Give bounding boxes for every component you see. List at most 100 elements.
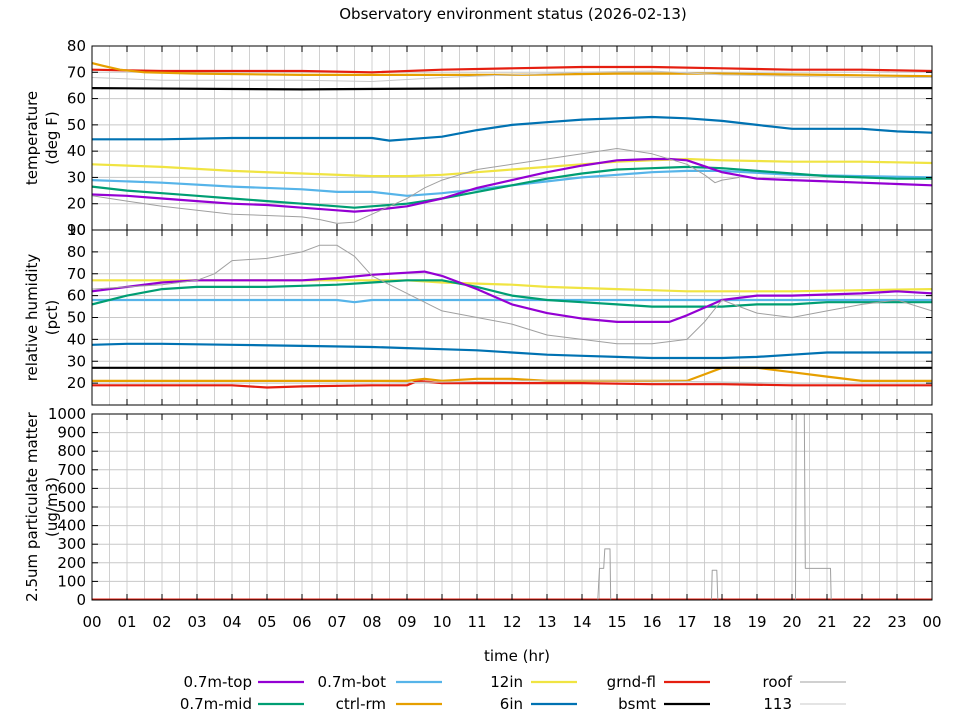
legend-item-6in: 6in [500,695,577,713]
x-tick-label: 18 [712,613,731,631]
series-line-0-7m-top [92,270,932,323]
legend-label: ctrl-rm [336,695,386,713]
x-tick-label: 13 [537,613,556,631]
x-tick-label: 21 [817,613,836,631]
y-tick-label: 700 [57,461,86,479]
x-tick-label: 00 [922,613,941,631]
legend-item-ctrl-rm: ctrl-rm [336,695,442,713]
y-tick-label: 20 [67,374,86,392]
series-line-0-7m-bot [92,298,932,304]
x-tick-label: 23 [887,613,906,631]
y-tick-label: 50 [67,309,86,327]
x-tick-label: 22 [852,613,871,631]
series-line-12in [92,157,932,178]
y-tick-label: 40 [67,330,86,348]
legend-item-grnd-fl: grnd-fl [607,673,710,691]
x-tick-label: 20 [782,613,801,631]
x-tick-label: 07 [327,613,346,631]
y-tick-label: 200 [57,554,86,572]
legend: 0.7m-top 0.7m-bot 12in grnd-fl roof 0.7m-mid c… [180,673,846,713]
x-tick-label: 05 [257,613,276,631]
legend-item-12in: 12in [490,673,577,691]
x-tick-label: 02 [152,613,171,631]
series-line-ctrl-rm [92,62,932,78]
x-tick-label: 17 [677,613,696,631]
legend-label: 12in [490,673,523,691]
x-tick-label: 12 [502,613,521,631]
y-axis-label: 2.5um particulate matter [23,411,41,601]
y-axis-label: relative humidity [23,254,41,382]
legend-item-0-7m-bot: 0.7m-bot [318,673,442,691]
y-tick-label: 100 [57,572,86,590]
y-axis-label: (deg F) [43,111,61,164]
x-axis-label: time (hr) [484,647,550,665]
y-tick-label: 90 [67,221,86,239]
x-tick-label: 16 [642,613,661,631]
y-tick-label: 1000 [48,405,86,423]
y-axis-label: (pct) [43,300,61,335]
legend-item-0-7m-top: 0.7m-top [184,673,304,691]
y-tick-label: 80 [67,243,86,261]
y-tick-label: 30 [67,352,86,370]
panels: 10 20 30 40 50 60 70 80 temperature (deg F) 20 30 40… [23,37,942,631]
legend-item-113: 113 [763,695,846,713]
legend-label: 0.7m-bot [318,673,387,691]
y-tick-label: 900 [57,424,86,442]
y-tick-label: 300 [57,535,86,553]
series-line-113 [92,380,932,384]
legend-item-bsmt: bsmt [618,695,710,713]
y-tick-label: 60 [67,287,86,305]
legend-label: bsmt [618,695,656,713]
y-tick-label: 70 [67,63,86,81]
legend-label: grnd-fl [607,673,656,691]
y-tick-label: 50 [67,116,86,134]
series-line-0-7m-mid [92,165,932,209]
y-tick-label: 80 [67,37,86,55]
series-line-6in [92,115,932,142]
legend-label: 0.7m-mid [180,695,252,713]
y-tick-label: 40 [67,142,86,160]
x-tick-label: 14 [572,613,591,631]
x-tick-label: 11 [467,613,486,631]
y-tick-label: 20 [67,195,86,213]
legend-label: 113 [763,695,792,713]
series-line-bsmt [92,86,932,91]
y-tick-label: 600 [57,479,86,497]
y-tick-label: 400 [57,517,86,535]
x-tick-label: 19 [747,613,766,631]
x-tick-label: 09 [397,613,416,631]
legend-item-roof: roof [763,673,846,691]
x-tick-label: 15 [607,613,626,631]
y-axis-label: (ug/m3) [43,477,61,537]
y-tick-label: 500 [57,498,86,516]
y-tick-label: 10 [67,221,86,239]
series-line-113 [92,70,932,82]
y-tick-label: 30 [67,168,86,186]
series-line-grnd-fl [92,65,932,74]
panel-humidity: 20 30 40 50 60 70 80 90 relative humidity (pct) [23,221,933,406]
series-group [92,244,932,389]
legend-item-0-7m-mid: 0.7m-mid [180,695,304,713]
series-line-roof [92,148,740,224]
legend-label: 6in [500,695,523,713]
x-tick-label: 01 [117,613,136,631]
series-line-6in [92,342,932,360]
y-tick-label: 70 [67,265,86,283]
y-axis-label: temperature [23,91,41,185]
series-group [92,62,932,224]
y-tick-label: 800 [57,442,86,460]
series-line-0-7m-top [92,157,932,213]
x-tick-label: 00 [82,613,101,631]
y-tick-label: 60 [67,90,86,108]
series-line-roof [92,244,932,345]
y-tick-label: 0 [76,591,86,609]
legend-label: roof [763,673,793,691]
series-line-0-7m-mid [92,279,932,308]
legend-label: 0.7m-top [184,673,252,691]
x-tick-label: 10 [432,613,451,631]
x-tick-label: 04 [222,613,241,631]
x-tick-label: 08 [362,613,381,631]
x-tick-label: 03 [187,613,206,631]
